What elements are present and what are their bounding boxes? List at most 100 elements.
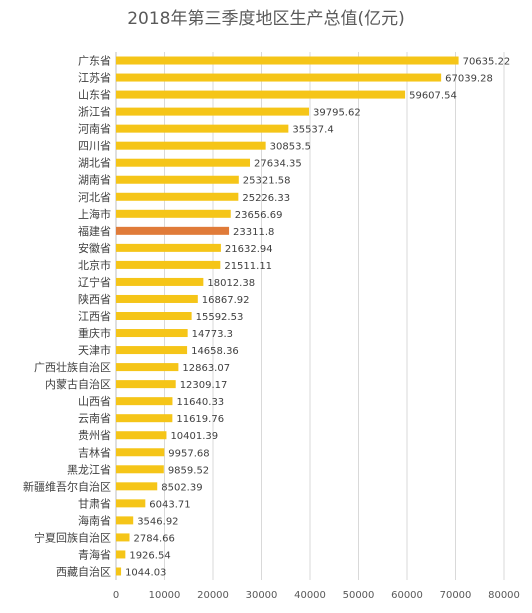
- bar: [116, 192, 239, 201]
- bar: [116, 56, 459, 65]
- bar: [116, 363, 179, 372]
- category-label: 贵州省: [78, 429, 111, 442]
- x-tick-label: 80000: [488, 590, 520, 601]
- data-label: 67039.28: [445, 74, 493, 85]
- bar: [116, 329, 188, 338]
- bar: [116, 226, 230, 235]
- category-label: 河南省: [78, 123, 111, 136]
- bar: [116, 312, 192, 320]
- bars: [116, 56, 459, 576]
- data-label: 11619.76: [176, 414, 224, 425]
- bar: [116, 209, 231, 218]
- category-label: 吉林省: [78, 445, 111, 459]
- data-label: 9957.68: [168, 448, 209, 459]
- x-tick-label: 70000: [440, 590, 472, 601]
- category-label: 山西省: [78, 395, 111, 408]
- labels: 广东省 70635.22 江苏省 67039.28 山东省 59607.54 浙江省 3979…: [23, 55, 510, 579]
- data-label: 21511.11: [224, 261, 272, 272]
- category-label: 海南省: [78, 513, 111, 527]
- category-label: 黑龙江省: [67, 463, 111, 476]
- bar: [116, 243, 221, 252]
- category-label: 湖南省: [78, 174, 111, 187]
- bar: [116, 482, 158, 491]
- bar: [116, 175, 239, 184]
- data-label: 12863.07: [182, 363, 230, 374]
- category-label: 上海市: [78, 207, 111, 221]
- bar: [116, 465, 164, 474]
- data-label: 8502.39: [161, 482, 202, 493]
- data-label: 14658.36: [191, 346, 239, 357]
- bar: [116, 397, 173, 406]
- category-label: 江西省: [78, 310, 111, 323]
- x-tick-label: 40000: [294, 590, 326, 601]
- bar: [116, 516, 134, 525]
- data-label: 25226.33: [242, 193, 290, 204]
- x-tick-label: 0: [113, 590, 119, 601]
- data-label: 21632.94: [225, 244, 273, 255]
- x-tick-label: 20000: [197, 590, 229, 601]
- data-label: 59607.54: [409, 91, 457, 102]
- data-label: 9859.52: [168, 465, 209, 476]
- data-label: 10401.39: [170, 431, 218, 442]
- data-label: 25321.58: [243, 176, 291, 187]
- data-label: 35537.4: [292, 125, 333, 136]
- category-label: 安徽省: [78, 241, 111, 255]
- bar: [116, 90, 406, 99]
- category-label: 福建省: [78, 224, 111, 238]
- category-label: 西藏自治区: [56, 564, 111, 578]
- bar: [116, 277, 204, 286]
- category-label: 宁夏回族自治区: [34, 530, 111, 544]
- bar: [116, 346, 188, 355]
- data-label: 11640.33: [176, 397, 224, 408]
- data-label: 16867.92: [202, 295, 250, 306]
- category-label: 山东省: [78, 89, 111, 102]
- bar: [116, 380, 176, 389]
- category-label: 浙江省: [78, 106, 111, 119]
- data-label: 6043.71: [149, 499, 190, 510]
- bar: [116, 499, 146, 508]
- bar: [116, 73, 442, 82]
- category-label: 广东省: [78, 55, 111, 68]
- x-tick-label: 10000: [149, 590, 181, 601]
- x-tick-label: 60000: [391, 590, 423, 601]
- category-label: 江苏省: [78, 72, 111, 85]
- data-label: 23656.69: [235, 210, 283, 221]
- data-label: 1926.54: [129, 550, 170, 561]
- data-label: 15592.53: [196, 312, 244, 323]
- data-label: 14773.3: [192, 329, 233, 340]
- bar: [116, 141, 266, 150]
- category-label: 湖北省: [78, 157, 111, 170]
- bar: [116, 294, 198, 303]
- data-label: 27634.35: [254, 159, 302, 170]
- category-label: 重庆市: [78, 326, 111, 340]
- x-tick-label: 30000: [246, 590, 278, 601]
- bar: [116, 158, 251, 167]
- bar: [116, 533, 130, 542]
- category-label: 广西壮族自治区: [34, 360, 111, 374]
- category-label: 北京市: [78, 258, 111, 272]
- category-label: 四川省: [78, 140, 111, 153]
- bar: [116, 260, 221, 269]
- category-label: 陕西省: [78, 292, 111, 306]
- category-label: 天津市: [78, 343, 111, 357]
- bar: [116, 550, 126, 559]
- data-label: 12309.17: [180, 380, 228, 391]
- category-label: 甘肃省: [78, 497, 111, 510]
- bar: [116, 431, 167, 440]
- data-label: 30853.5: [270, 142, 311, 153]
- data-label: 39795.62: [313, 108, 361, 119]
- category-label: 新疆维吾尔自治区: [23, 479, 111, 493]
- bar: [116, 124, 289, 133]
- bar: [116, 448, 165, 457]
- chart-title: 2018年第三季度地区生产总值(亿元): [127, 9, 405, 29]
- category-label: 河北省: [78, 191, 111, 204]
- bar: [116, 107, 310, 116]
- data-label: 18012.38: [207, 278, 255, 289]
- x-axis-ticks: 0 10000 20000 30000 40000 50000 60000 70000 8000…: [113, 590, 520, 601]
- data-label: 1044.03: [125, 567, 166, 578]
- category-label: 内蒙古自治区: [45, 377, 111, 391]
- data-label: 23311.8: [233, 227, 274, 238]
- data-label: 3546.92: [137, 516, 178, 527]
- category-label: 云南省: [78, 412, 111, 425]
